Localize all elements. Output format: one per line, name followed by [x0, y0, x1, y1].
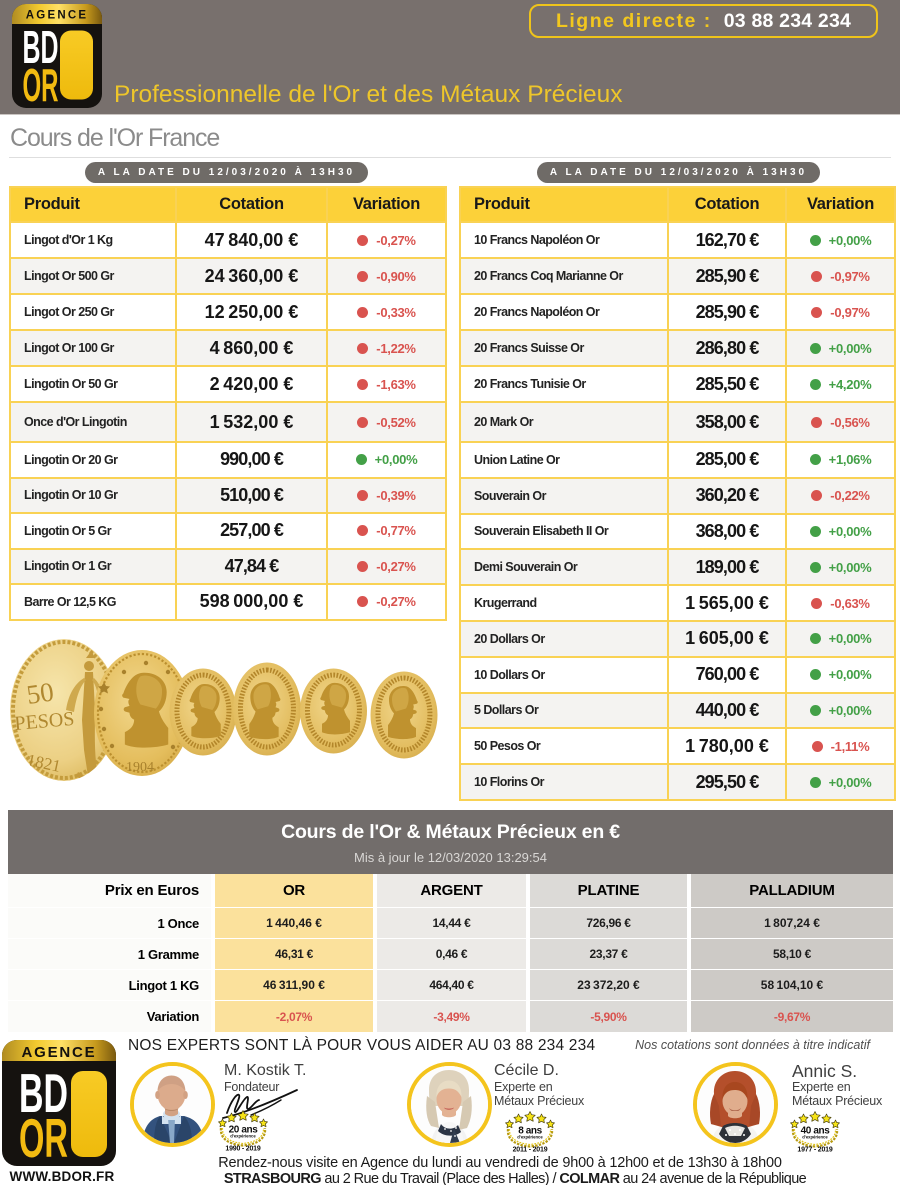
- svg-text:AGENCE: AGENCE: [26, 10, 88, 22]
- svg-text:AGENCE: AGENCE: [22, 1044, 97, 1061]
- svg-text:d'expérience: d'expérience: [230, 1134, 256, 1139]
- svg-text:OR: OR: [23, 59, 59, 108]
- svg-text:8 ans: 8 ans: [518, 1126, 542, 1137]
- svg-text:1977 - 2019: 1977 - 2019: [797, 1147, 832, 1153]
- svg-text:20 ans: 20 ans: [229, 1125, 259, 1136]
- svg-text:d'expérience: d'expérience: [517, 1135, 543, 1140]
- svg-text:BD: BD: [19, 1062, 68, 1124]
- svg-text:d'expérience: d'expérience: [802, 1135, 828, 1140]
- svg-text:PESOS: PESOS: [14, 708, 76, 735]
- svg-text:1990 - 2019: 1990 - 2019: [225, 1146, 260, 1152]
- svg-text:50: 50: [25, 676, 56, 709]
- svg-text:2011 - 2019: 2011 - 2019: [513, 1147, 548, 1153]
- svg-text:1904: 1904: [126, 760, 154, 775]
- svg-text:BD: BD: [23, 21, 59, 73]
- svg-text:40 ans: 40 ans: [801, 1126, 831, 1137]
- svg-text:OR: OR: [19, 1107, 68, 1166]
